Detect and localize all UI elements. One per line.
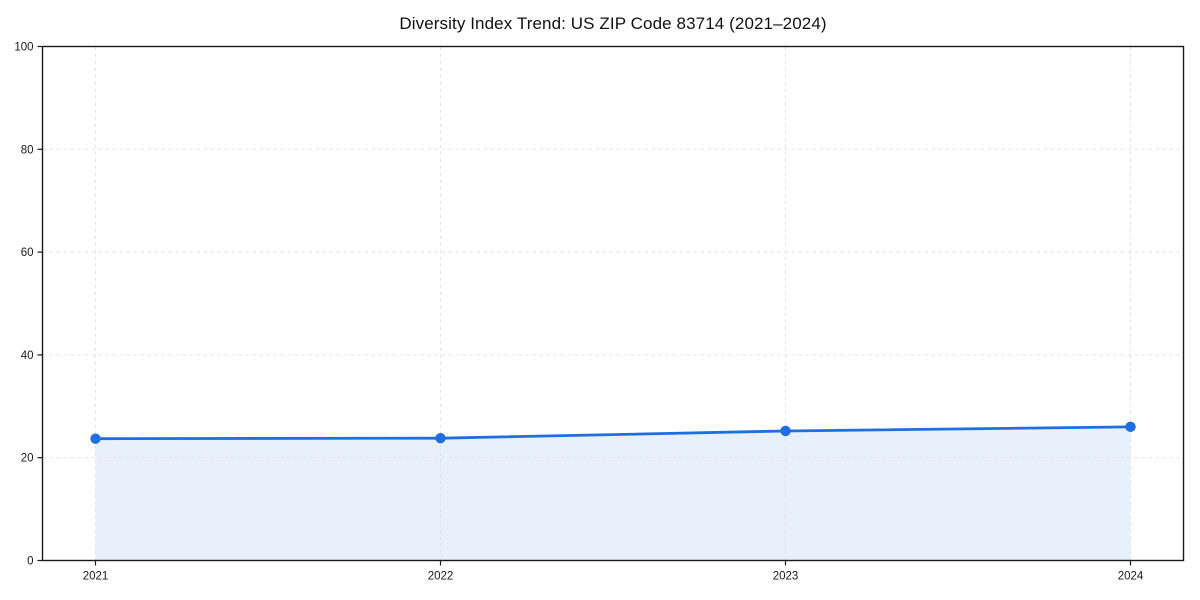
data-point (435, 432, 446, 444)
y-tick-label: 60 (21, 247, 34, 259)
area-fill (95, 426, 1131, 561)
y-tick-label: 20 (21, 453, 34, 465)
axes-frame (41, 45, 1185, 562)
y-tick-label: 100 (14, 42, 33, 54)
y-tick-label: 80 (21, 144, 34, 156)
x-tick-label: 2024 (1118, 571, 1144, 583)
data-point (1125, 421, 1136, 433)
y-tick-label: 0 (27, 556, 33, 568)
x-tick-label: 2022 (428, 571, 454, 583)
chart-title: Diversity Index Trend: US ZIP Code 83714… (399, 14, 827, 33)
x-tick-label: 2021 (83, 571, 109, 583)
data-line (94, 425, 1132, 441)
data-point (780, 425, 791, 437)
x-tick-label: 2023 (773, 571, 799, 583)
y-tick-label: 40 (21, 350, 34, 362)
data-point (90, 433, 101, 444)
